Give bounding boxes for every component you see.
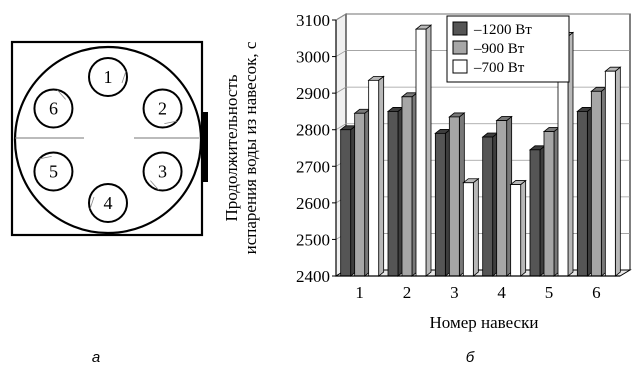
- bar-front: [529, 149, 541, 277]
- y-tick-label: 2900: [296, 84, 330, 103]
- sample-label-3: 3: [158, 162, 167, 182]
- bar-front: [387, 111, 399, 277]
- x-tick-labels: 1 2 3 4 5 6: [355, 283, 600, 302]
- bar-front: [590, 90, 602, 277]
- bar-2-3: [462, 177, 480, 277]
- bar-0-6: [576, 106, 594, 277]
- x-tick-label: 2: [403, 283, 412, 302]
- panel-a-diagram: 1 2 3 4 5 6: [10, 40, 208, 237]
- sample-circle-6: [33, 88, 74, 129]
- sample-circle-5: [33, 151, 74, 192]
- bar-2-1: [367, 75, 385, 277]
- y-tick-label: 2500: [296, 230, 330, 249]
- bar-front: [401, 96, 413, 277]
- y-tick-label: 2800: [296, 121, 330, 140]
- x-axis-label: Номер навески: [430, 313, 539, 332]
- bar-side: [520, 179, 527, 277]
- sample-circle-1: [88, 57, 128, 97]
- turntable-circle: [13, 45, 203, 235]
- y-tick-label: 2700: [296, 157, 330, 176]
- bar-0-4: [481, 132, 499, 277]
- bar-side: [378, 75, 385, 277]
- bar-1-6: [590, 86, 608, 277]
- sample-circle-4: [88, 183, 128, 223]
- bar-front: [448, 116, 460, 277]
- magnetron-plate: [202, 112, 208, 182]
- panel-b-caption: б: [466, 349, 475, 366]
- bar-1-4: [495, 115, 513, 277]
- x-tick-label: 6: [592, 283, 601, 302]
- x-tick-label: 5: [545, 283, 554, 302]
- y-tick-label: 3000: [296, 48, 330, 67]
- y-tick-label: 3100: [296, 11, 330, 30]
- legend-swatch-1: [452, 40, 468, 55]
- legend-swatch-2: [452, 59, 468, 74]
- y-axis-label-line-2: испарения воды из навесок, с: [241, 41, 260, 254]
- legend: –1200 Вт –900 Вт –700 Вт: [446, 15, 570, 83]
- legend-entry-2: –700 Вт: [473, 60, 525, 76]
- x-tick-label: 3: [450, 283, 459, 302]
- panel-a-caption: а: [92, 349, 100, 366]
- bar-front: [340, 129, 352, 277]
- bar-2-4: [509, 179, 527, 277]
- bar-front: [354, 112, 366, 277]
- sample-label-2: 2: [158, 99, 167, 119]
- legend-swatch-0: [452, 21, 468, 36]
- sample-tick-2: [164, 120, 177, 125]
- sample-circle-2: [142, 88, 183, 129]
- bar-front: [576, 111, 588, 277]
- bar-side: [472, 177, 479, 277]
- y-tick-label: 2600: [296, 194, 330, 213]
- bar-front: [415, 28, 427, 277]
- bar-front: [543, 131, 555, 277]
- y-tick-label: 2400: [296, 267, 330, 286]
- bar-front: [496, 120, 508, 277]
- sample-tick-4: [89, 196, 95, 210]
- bar-1-1: [353, 108, 371, 277]
- bar-2-6: [604, 66, 622, 277]
- gridline-side: [335, 86, 347, 94]
- bar-front: [510, 184, 522, 277]
- sample-tick-6: [56, 89, 66, 100]
- gridline-side: [335, 50, 347, 57]
- sample-label-5: 5: [49, 162, 58, 182]
- x-tick-label: 4: [497, 283, 506, 302]
- bar-0-2: [386, 106, 405, 277]
- bar-side: [425, 24, 432, 277]
- sample-label-1: 1: [104, 67, 113, 87]
- bar-front: [482, 136, 494, 277]
- bar-1-3: [448, 112, 466, 277]
- bar-0-3: [434, 128, 452, 277]
- bar-front: [368, 79, 380, 277]
- bar-front: [434, 132, 446, 277]
- bar-front: [604, 70, 616, 277]
- x-tick-label: 1: [355, 283, 364, 302]
- bar-2-2: [414, 24, 433, 277]
- sample-label-4: 4: [104, 193, 113, 213]
- sample-label-6: 6: [49, 99, 58, 119]
- sample-tick-5: [39, 155, 52, 160]
- y-tick-labels: 2400 2500 2600 2700 2800 2900 3000 3100: [296, 11, 620, 286]
- gridline-side: [335, 123, 347, 131]
- gridline-side: [335, 13, 347, 21]
- sample-circles: 1 2 3 4 5 6: [33, 57, 183, 223]
- legend-entry-0: –1200 Вт: [473, 22, 532, 38]
- sample-tick-1: [121, 70, 127, 84]
- legend-entry-1: –900 Вт: [473, 41, 525, 57]
- bar-1-2: [400, 91, 419, 277]
- y-axis-label: Продолжительность испарения воды из наве…: [222, 41, 260, 254]
- sample-tick-3: [150, 180, 160, 191]
- bar-front: [462, 182, 474, 277]
- bar-0-5: [528, 144, 547, 277]
- bar-side: [614, 66, 621, 277]
- sample-circle-3: [142, 151, 183, 192]
- y-axis-label-line-1: Продолжительность: [222, 74, 241, 221]
- bar-1-5: [542, 126, 561, 277]
- bar-0-1: [339, 124, 357, 277]
